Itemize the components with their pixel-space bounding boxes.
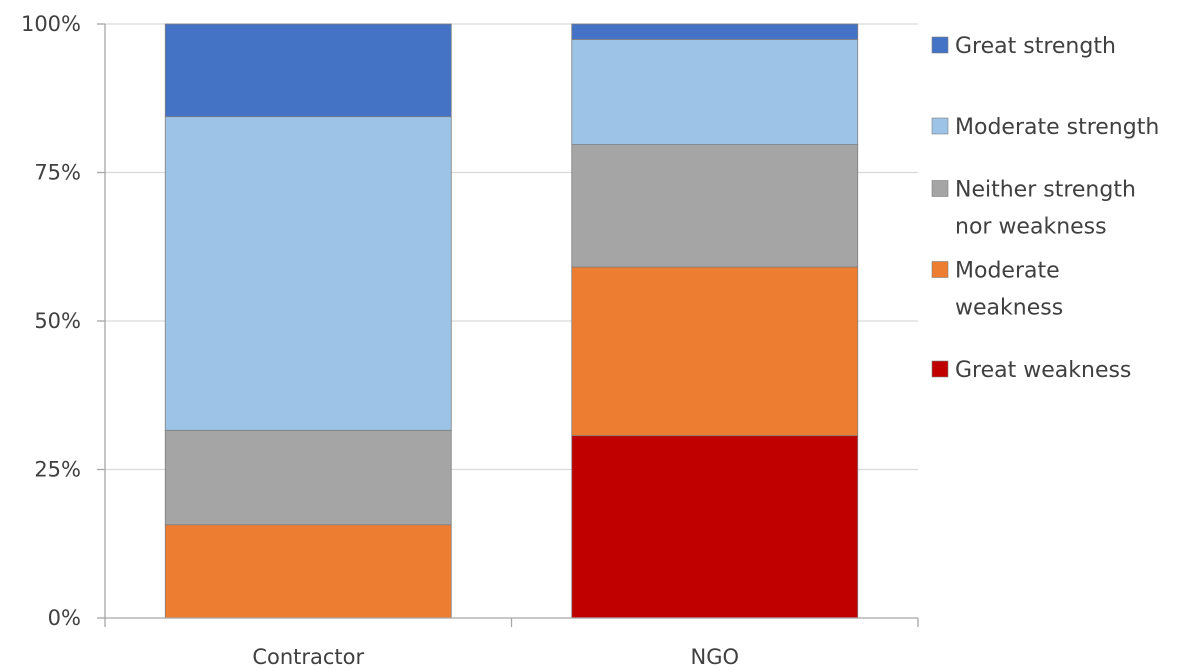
legend-label: nor weakness bbox=[955, 215, 1107, 240]
x-axis-tick-labels: Contractor NGO bbox=[252, 645, 739, 669]
legend-swatch bbox=[931, 261, 949, 278]
y-tick-label: 50% bbox=[34, 309, 81, 333]
legend-label: weakness bbox=[955, 296, 1063, 321]
y-tick-label: 0% bbox=[48, 606, 81, 630]
x-tick-label: Contractor bbox=[252, 645, 364, 669]
legend-label: Moderate strength bbox=[955, 115, 1159, 140]
y-tick-label: 75% bbox=[34, 161, 81, 185]
legend-swatch bbox=[931, 117, 949, 135]
bar-segment bbox=[571, 23, 859, 40]
bar-segment bbox=[164, 524, 452, 619]
bar-segment bbox=[571, 435, 859, 619]
legend-swatch bbox=[931, 360, 949, 378]
x-tick-label: NGO bbox=[690, 645, 739, 669]
bars bbox=[164, 23, 859, 619]
legend-label: Great weakness bbox=[955, 358, 1131, 383]
y-axis-tick-labels: 0% 25% 50% 75% 100% bbox=[21, 12, 81, 630]
legend-label: Moderate bbox=[955, 259, 1060, 284]
y-tick-label: 25% bbox=[34, 458, 81, 482]
bar-segment bbox=[571, 144, 859, 268]
y-tick-label: 100% bbox=[21, 12, 81, 36]
axes bbox=[97, 23, 919, 627]
bar-segment bbox=[571, 266, 859, 437]
bar-segment bbox=[571, 39, 859, 145]
legend-swatch bbox=[931, 36, 949, 54]
legend-label: Great strength bbox=[955, 34, 1116, 59]
bar-segment bbox=[164, 429, 452, 526]
bar-segment bbox=[164, 116, 452, 431]
bar-segment bbox=[164, 23, 452, 118]
legend-label: Neither strength bbox=[955, 178, 1136, 203]
legend: Great strength Moderate strength Neither s… bbox=[931, 34, 1159, 383]
legend-swatch bbox=[931, 180, 949, 197]
